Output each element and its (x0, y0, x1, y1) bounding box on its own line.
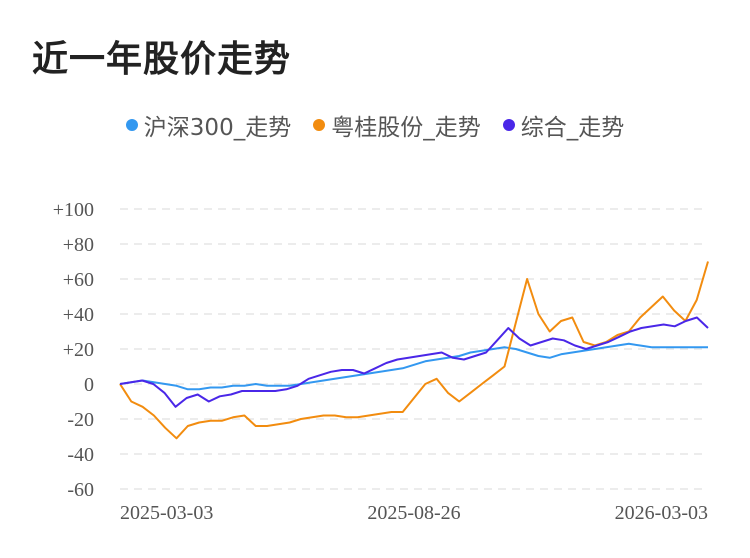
y-tick-label: +60 (63, 269, 94, 291)
y-tick-label: +20 (63, 339, 94, 361)
x-axis-ticks: 2025-03-03 2025-08-26 2026-03-03 (120, 502, 708, 524)
legend-item-hs300[interactable]: 沪深300_走势 (125, 108, 292, 142)
grid-lines (120, 208, 708, 490)
x-tick-label: 2025-03-03 (120, 502, 213, 524)
legend: 沪深300_走势 粤桂股份_走势 综合_走势 (0, 108, 750, 142)
y-tick-label: +100 (53, 199, 94, 221)
y-tick-label: +40 (63, 304, 94, 326)
series-line-0 (119, 342, 708, 391)
legend-label: 综合_走势 (520, 115, 625, 141)
y-tick-label: -60 (67, 479, 94, 501)
legend-item-composite[interactable]: 综合_走势 (502, 108, 625, 142)
legend-item-yuegui[interactable]: 粤桂股份_走势 (313, 108, 481, 142)
series-lines (119, 261, 709, 440)
y-tick-label: 0 (84, 374, 94, 396)
y-tick-label: -40 (67, 444, 94, 466)
legend-dot-icon (502, 119, 515, 131)
legend-dot-icon (313, 119, 326, 131)
series-line-1 (119, 261, 709, 440)
legend-label: 沪深300_走势 (143, 115, 292, 141)
series-line-2 (119, 316, 709, 408)
y-tick-label: +80 (63, 234, 94, 256)
x-tick-label: 2026-03-03 (615, 502, 708, 524)
y-axis-ticks: +100 +80 +60 +40 +20 0 -20 -40 -60 (53, 199, 94, 501)
x-tick-label: 2025-08-26 (367, 502, 460, 524)
chart-title: 近一年股价走势 (32, 39, 292, 80)
legend-dot-icon (125, 119, 138, 131)
legend-label: 粤桂股份_走势 (331, 115, 481, 141)
y-tick-label: -20 (67, 409, 94, 431)
